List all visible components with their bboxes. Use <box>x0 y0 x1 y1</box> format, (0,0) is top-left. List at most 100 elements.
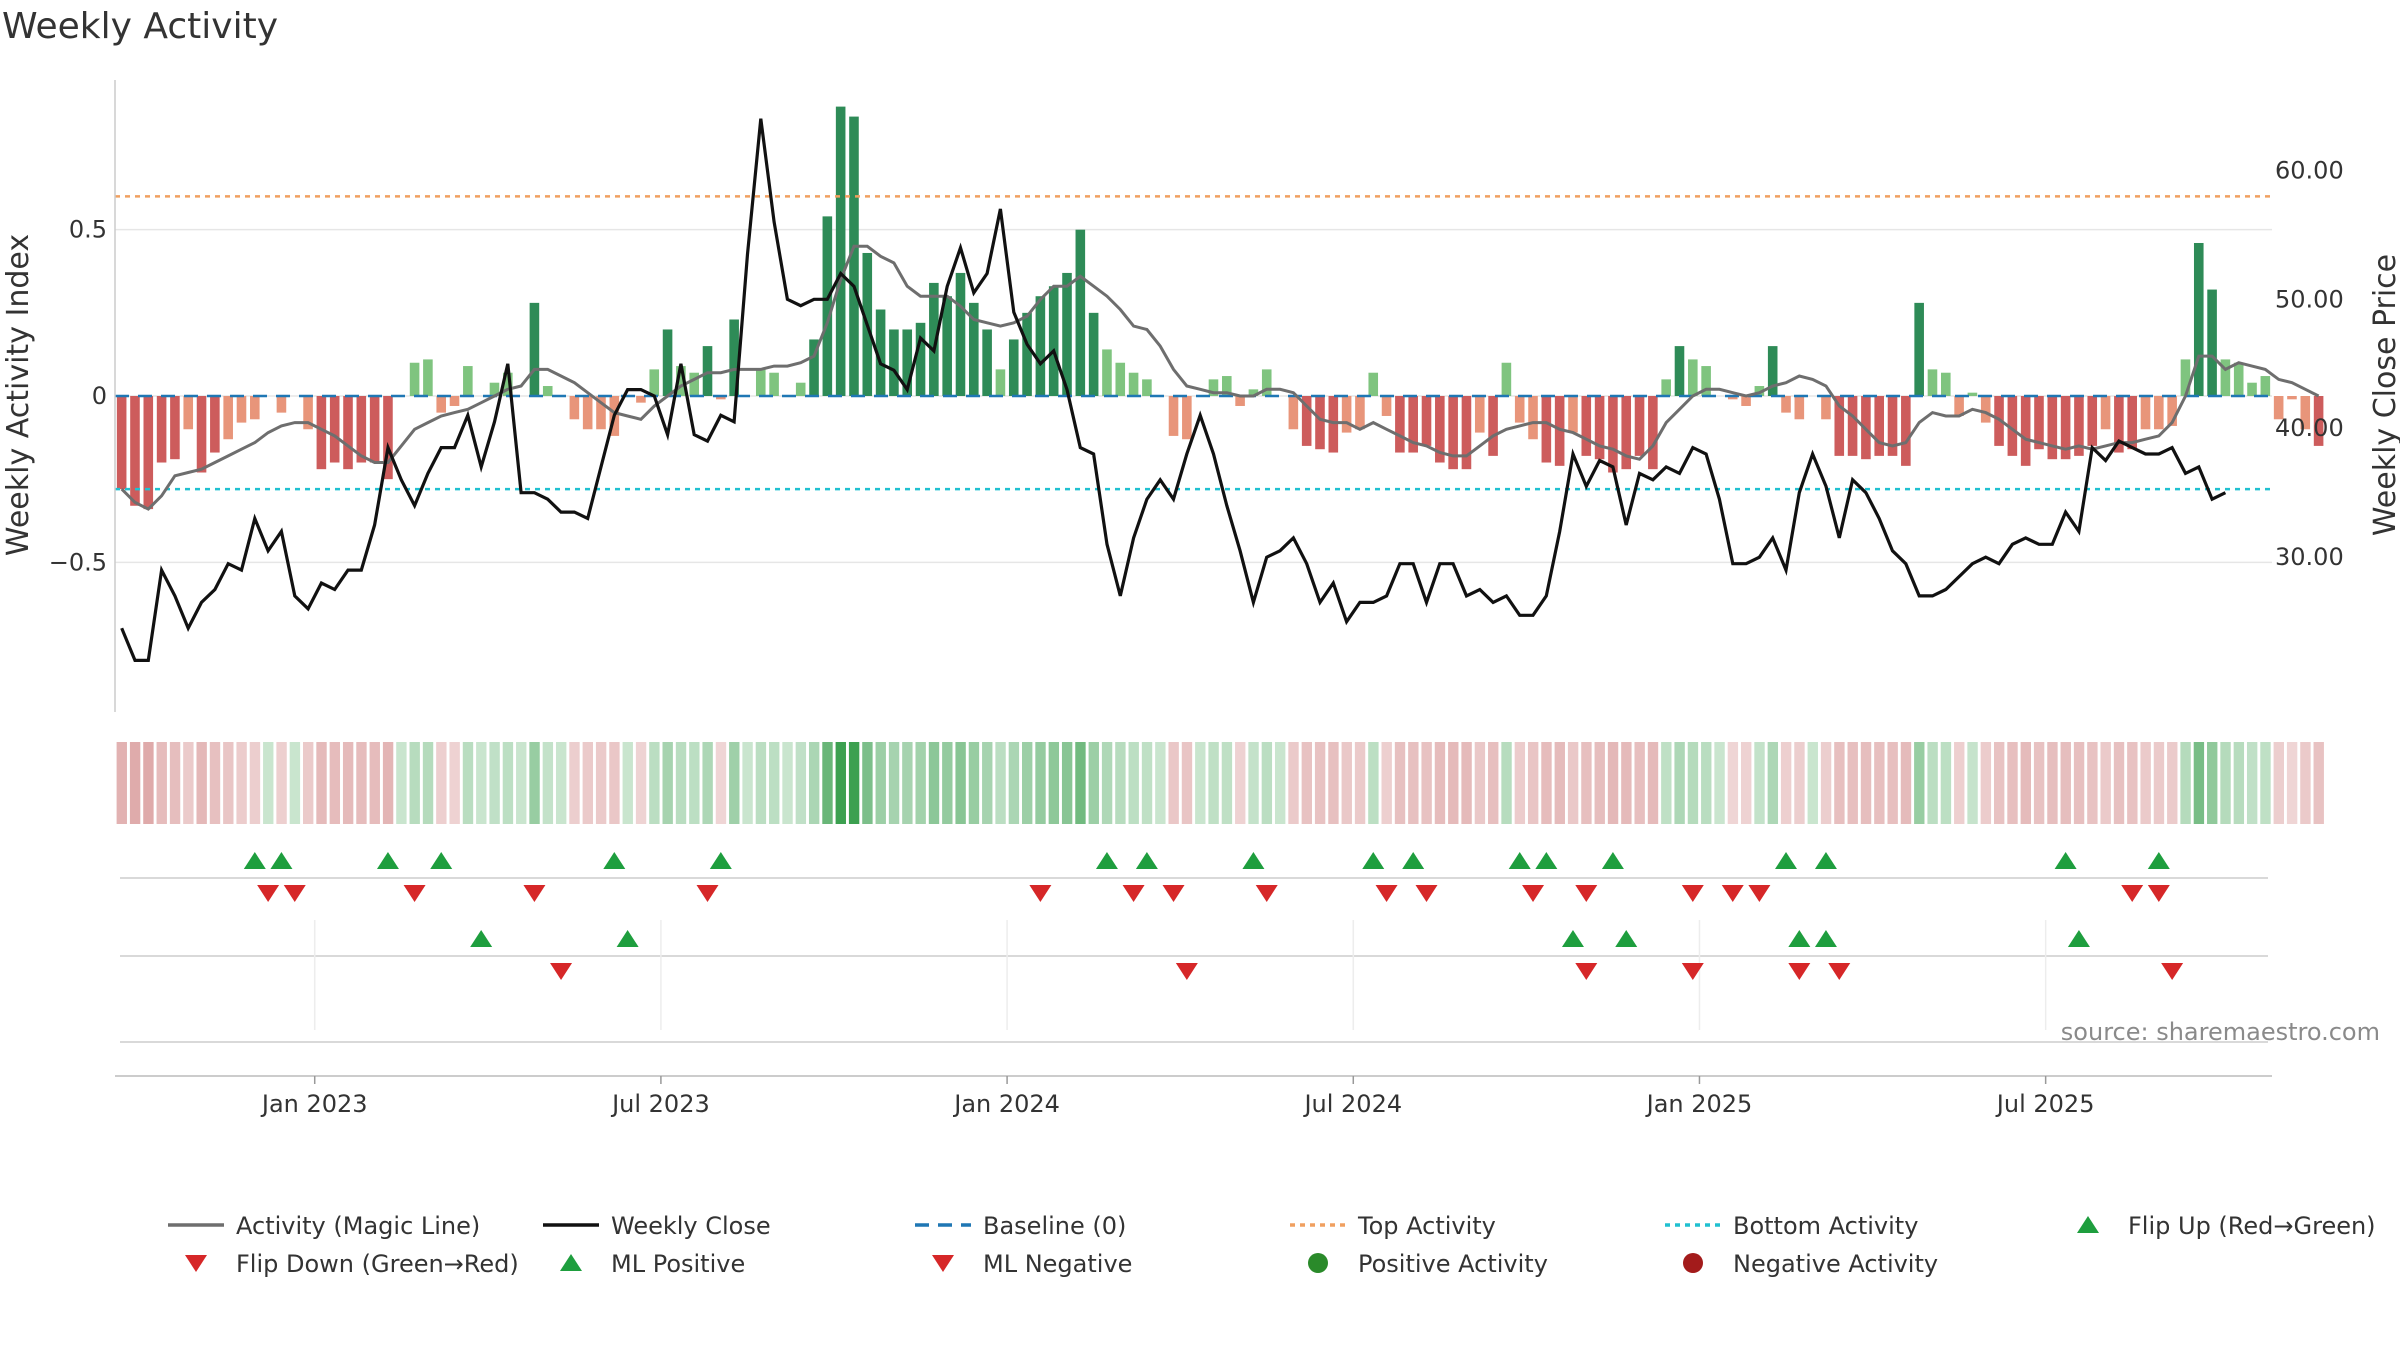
heat-cell <box>1727 742 1739 824</box>
activity-bar <box>343 396 353 470</box>
flip-down-marker <box>1029 885 1052 902</box>
activity-bar <box>2154 396 2164 430</box>
activity-bar <box>1368 372 1379 396</box>
heat-cell <box>729 742 740 824</box>
activity-bar <box>1035 296 1046 396</box>
heat-cell <box>1501 742 1512 824</box>
heat-cell <box>1820 742 1832 824</box>
ml-negative-marker <box>550 963 573 980</box>
heat-cell <box>143 742 154 824</box>
activity-bar <box>303 396 313 430</box>
heat-cell <box>1914 742 1925 824</box>
heat-cell <box>995 742 1006 824</box>
activity-bar <box>1608 396 1618 473</box>
heat-cell <box>769 742 780 824</box>
legend-label: Top Activity <box>1357 1212 1496 1240</box>
activity-bar <box>529 302 540 396</box>
flip-up-marker <box>2147 852 2170 869</box>
activity-bar <box>250 396 260 420</box>
heat-cell <box>196 742 207 824</box>
heat-cell <box>2313 742 2324 824</box>
heat-cell <box>156 742 167 824</box>
legend-label: Activity (Magic Line) <box>236 1212 480 1240</box>
heat-cell <box>169 742 181 824</box>
activity-bar <box>1914 302 1924 396</box>
activity-bar <box>1501 362 1512 396</box>
heat-cell <box>955 742 966 824</box>
y-axis-label-right: Weekly Close Price <box>2368 254 2400 536</box>
activity-bar <box>1062 272 1072 396</box>
activity-bar <box>463 366 473 396</box>
heat-cell <box>822 742 833 824</box>
heat-cell <box>1128 742 1139 824</box>
activity-bar <box>1248 389 1259 396</box>
ml-negative-marker <box>1828 963 1851 980</box>
flip-up-marker <box>270 852 293 869</box>
heat-cell <box>1488 742 1499 824</box>
activity-bar <box>2114 396 2124 453</box>
activity-bar <box>1847 396 1858 456</box>
heat-cell <box>1754 742 1765 824</box>
heat-cell <box>808 742 820 824</box>
activity-bar <box>1648 396 1658 470</box>
heat-cell <box>2167 742 2178 824</box>
activity-bar <box>702 346 713 396</box>
flip-down-marker <box>1375 885 1398 902</box>
x-axis: Jan 2023 Jul 2023 Jan 2024 Jul 2024 Jan 2025… <box>115 1075 2272 1118</box>
heat-cell <box>1607 742 1619 824</box>
activity-bar <box>1421 396 1432 446</box>
activity-bar <box>2287 396 2297 400</box>
flip-up-marker <box>603 852 626 869</box>
heat-cell <box>1887 742 1898 824</box>
heat-cell <box>1195 742 1206 824</box>
activity-bar <box>2313 396 2324 446</box>
legend-swatch <box>560 1254 582 1271</box>
heat-cell <box>116 742 127 824</box>
heat-cell <box>2033 742 2045 824</box>
heat-cell <box>1741 742 1752 824</box>
activity-bar <box>2087 396 2098 446</box>
left-tick-label: 0.5 <box>69 216 107 244</box>
legend: Activity (Magic Line) Weekly Close Baselin… <box>168 1212 2376 1278</box>
heat-cell <box>1687 742 1699 824</box>
activity-bar <box>1834 396 1845 456</box>
heat-cell <box>675 742 687 824</box>
heat-cell <box>1940 742 1952 824</box>
activity-bar <box>542 386 553 396</box>
activity-bar <box>383 396 393 480</box>
activity-bar <box>1528 396 1538 440</box>
heat-cell <box>2127 742 2138 824</box>
activity-bar <box>1261 369 1272 396</box>
activity-bar <box>1435 396 1445 463</box>
flip-up-marker <box>1402 852 1425 869</box>
heat-cell <box>1394 742 1406 824</box>
x-tick-label: Jul 2023 <box>610 1090 710 1118</box>
activity-bar <box>1115 362 1126 396</box>
heat-cell <box>1581 742 1592 824</box>
x-tick-label: Jul 2024 <box>1302 1090 1402 1118</box>
activity-bar <box>2300 396 2311 430</box>
heat-cell <box>1381 742 1392 824</box>
heat-cell <box>1248 742 1259 824</box>
activity-bar <box>1221 376 1232 396</box>
activity-bar <box>1514 396 1525 423</box>
heat-cell <box>1235 742 1246 824</box>
source-note: source: sharemaestro.com <box>2061 1018 2380 1046</box>
activity-bar <box>1927 369 1938 396</box>
heat-cell <box>516 742 527 824</box>
activity-bar <box>436 396 447 413</box>
flip-down-marker <box>2147 885 2170 902</box>
heat-cell <box>1341 742 1352 824</box>
flip-up-marker <box>243 852 266 869</box>
activity-bar <box>929 282 939 396</box>
activity-bar <box>1887 396 1898 456</box>
left-tick-label: 0 <box>92 382 107 410</box>
ml-positive-marker <box>1788 930 1811 947</box>
heat-cell <box>329 742 341 824</box>
flip-down-marker <box>1162 885 1185 902</box>
heat-cell <box>582 742 594 824</box>
activity-bar <box>1182 396 1192 440</box>
heat-cell <box>2087 742 2098 824</box>
heat-cell <box>502 742 514 824</box>
heat-cell <box>2140 742 2151 824</box>
